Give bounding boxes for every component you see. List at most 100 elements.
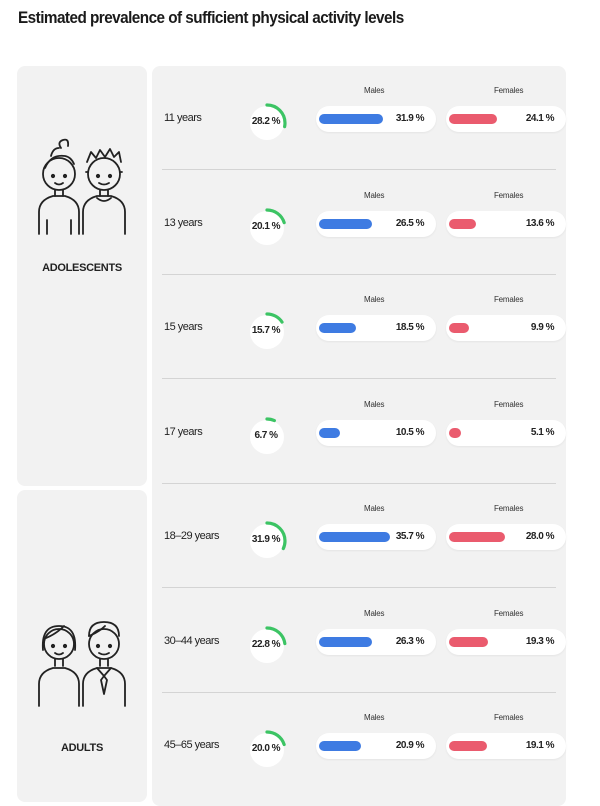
male-bar-fill (319, 636, 372, 647)
total-gauge (247, 416, 287, 457)
female-label: Females (494, 504, 524, 513)
male-label: Males (364, 295, 385, 304)
gauge-background (250, 524, 284, 558)
row-divider (162, 691, 556, 693)
female-value: 24.1 % (525, 113, 555, 124)
gauge-background (250, 733, 284, 767)
row-divider (162, 482, 556, 484)
female-label: Females (494, 399, 524, 409)
table-row: 18–29 years 31.9 % Males 35.7 % Females 28.0 … (152, 484, 566, 588)
age-label: 30–44 years (164, 634, 220, 647)
age-label: 15 years (164, 321, 203, 333)
total-value: 20.0 % (251, 743, 281, 754)
group-card-adults: ADULTS (17, 490, 147, 802)
total-gauge (247, 103, 287, 143)
total-value: 6.7 % (254, 429, 278, 441)
female-bar: 5.1 % (446, 419, 566, 446)
female-bar-fill (449, 427, 461, 438)
row-divider (162, 587, 556, 588)
female-bar: 13.6 % (446, 210, 566, 237)
group-label-adolescents: ADOLESCENTS (42, 262, 122, 274)
female-value: 28.0 % (525, 531, 555, 542)
age-label: 13 years (164, 216, 203, 229)
total-value: 28.2 % (251, 116, 281, 127)
female-bar-fill (449, 636, 488, 647)
male-label: Males (364, 190, 385, 200)
male-bar: 20.9 % (316, 733, 436, 759)
male-value: 26.3 % (395, 635, 425, 647)
female-value: 13.6 % (525, 217, 555, 229)
adults-icon (38, 621, 126, 707)
male-bar: 35.7 % (316, 524, 436, 550)
female-bar: 19.1 % (446, 733, 566, 759)
female-bar: 24.1 % (446, 106, 566, 132)
age-label: 45–65 years (164, 739, 220, 751)
gauge-arc (247, 207, 287, 248)
table-row: 17 years 6.7 % Males 10.5 % Females 5.1 % (152, 380, 566, 484)
row-divider (162, 169, 556, 170)
row-divider (162, 273, 556, 275)
adolescents-icon (38, 138, 126, 235)
male-bar-fill (319, 532, 391, 542)
age-label: 18–29 years (164, 530, 220, 542)
total-gauge (247, 730, 287, 770)
female-bar: 9.9 % (446, 315, 566, 341)
total-gauge (247, 207, 287, 248)
gauge-background (250, 106, 284, 140)
female-bar-fill (449, 218, 477, 229)
total-value: 31.9 % (251, 534, 281, 545)
gauge-arc (247, 730, 287, 770)
gauge-arc (247, 103, 287, 143)
male-value: 26.5 % (395, 217, 425, 229)
female-value: 5.1 % (530, 426, 555, 438)
female-label: Females (494, 190, 524, 200)
gauge-arc (247, 416, 287, 457)
male-label: Males (364, 713, 385, 722)
male-bar: 31.9 % (316, 106, 436, 132)
gauge-arc (247, 312, 287, 352)
male-bar-fill (319, 218, 372, 229)
gauge-background (250, 315, 284, 349)
female-bar-fill (449, 323, 469, 333)
female-label: Females (494, 608, 524, 618)
male-bar: 18.5 % (316, 315, 436, 341)
male-value: 20.9 % (395, 740, 425, 751)
row-divider (162, 378, 556, 379)
gauge-background (250, 628, 284, 663)
male-label: Males (364, 608, 385, 618)
group-label-adults: ADULTS (61, 742, 103, 754)
male-bar-fill (319, 114, 383, 124)
table-row: 11 years 28.2 % Males 31.9 % Females 24.1 % (152, 66, 566, 170)
male-bar-fill (319, 741, 361, 751)
total-gauge (247, 625, 287, 666)
group-card-adolescents: ADOLESCENTS (17, 66, 147, 486)
page-title: Estimated prevalence of sufficient physi… (18, 8, 404, 27)
male-bar: 10.5 % (316, 419, 436, 446)
male-value: 10.5 % (395, 426, 425, 438)
male-bar-fill (319, 427, 340, 438)
male-bar-fill (319, 323, 356, 333)
gauge-arc (247, 521, 287, 561)
female-value: 9.9 % (530, 322, 555, 333)
female-label: Females (494, 713, 524, 722)
total-gauge (247, 521, 287, 561)
female-bar: 19.3 % (446, 628, 566, 655)
male-bar: 26.5 % (316, 210, 436, 237)
male-value: 35.7 % (395, 531, 425, 542)
data-rows-panel: 11 years 28.2 % Males 31.9 % Females 24.1 % 13… (152, 66, 566, 806)
female-bar-fill (449, 741, 488, 751)
male-label: Males (364, 399, 385, 409)
gauge-background (250, 210, 284, 245)
male-value: 31.9 % (395, 113, 425, 124)
table-row: 45–65 years 20.0 % Males 20.9 % Females 19.1 … (152, 693, 566, 797)
table-row: 15 years 15.7 % Males 18.5 % Females 9.9 % (152, 275, 566, 379)
male-value: 18.5 % (395, 322, 425, 333)
total-value: 22.8 % (251, 638, 281, 650)
female-label: Females (494, 86, 524, 95)
gauge-background (250, 419, 284, 454)
total-value: 15.7 % (251, 325, 281, 336)
female-bar-fill (449, 114, 498, 124)
female-value: 19.1 % (525, 740, 555, 751)
male-label: Males (364, 86, 385, 95)
female-label: Females (494, 295, 524, 304)
